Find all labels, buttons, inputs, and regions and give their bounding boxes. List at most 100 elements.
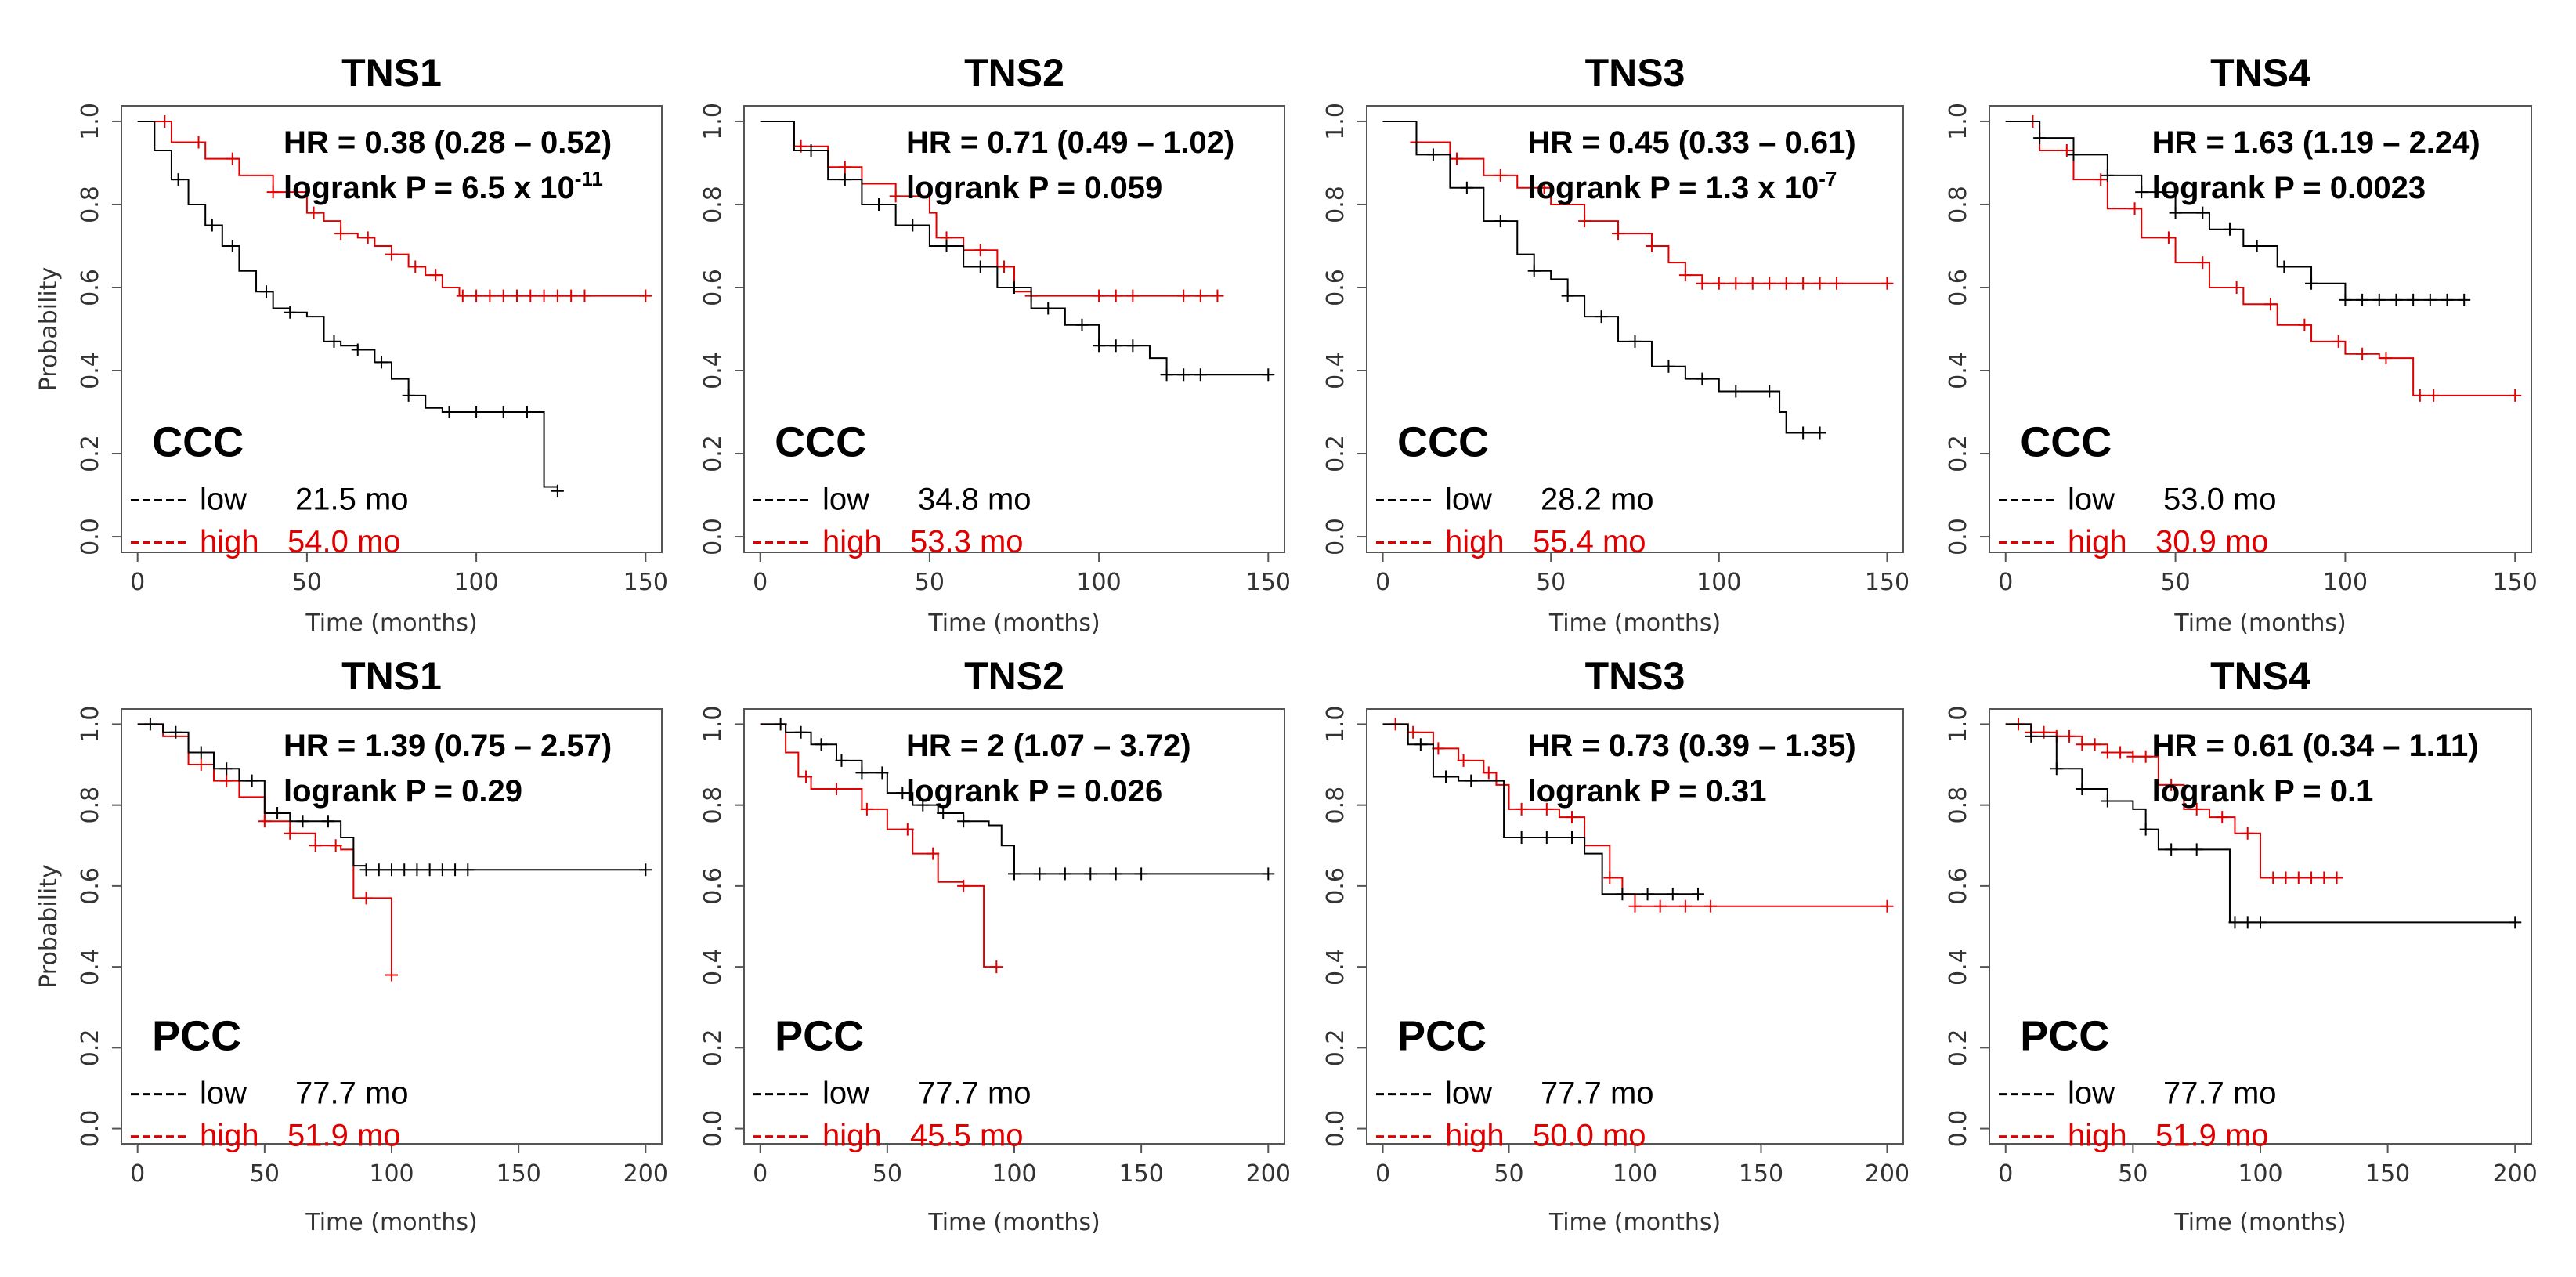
x-tick-label: 150 — [1739, 1160, 1783, 1188]
panel-title: TNS4 — [2210, 51, 2310, 95]
censor-mark-high — [359, 892, 373, 905]
censor-mark-high — [2216, 811, 2229, 824]
censor-mark-high — [2190, 802, 2203, 816]
censor-mark-high — [1653, 899, 1667, 913]
legend-label-low: low — [1445, 482, 1492, 516]
censor-mark-low — [1058, 867, 1071, 881]
censor-mark-high — [1813, 277, 1826, 290]
censor-mark-low — [423, 863, 436, 877]
y-tick-label: 0.4 — [77, 352, 104, 389]
legend-label-high: high — [1445, 1119, 1505, 1153]
y-tick-label: 0.6 — [699, 269, 727, 306]
censor-mark-high — [565, 289, 578, 302]
x-tick-label: 100 — [992, 1160, 1036, 1188]
censor-mark-high — [2060, 144, 2073, 157]
censor-mark-low — [1540, 830, 1553, 844]
hazard-ratio-text: HR = 0.73 (0.39 – 1.35) — [1528, 729, 1856, 763]
legend-median-low: 21.5 mo — [295, 482, 409, 516]
censor-mark-low — [385, 863, 398, 877]
censor-mark-low — [1763, 385, 1776, 398]
survival-curve-low — [137, 723, 646, 871]
legend-label-low: low — [1445, 1076, 1492, 1111]
censor-mark-high — [2292, 871, 2305, 884]
legend-median-high: 53.3 mo — [910, 524, 1024, 559]
censor-mark-low — [1691, 888, 1704, 901]
censor-mark-low — [2165, 843, 2178, 856]
censor-mark-high — [1515, 802, 1528, 816]
censor-mark-high — [1407, 725, 1420, 739]
censor-mark-high — [974, 244, 987, 257]
censor-mark-low — [2050, 762, 2063, 776]
censor-mark-high — [1729, 277, 1743, 290]
censor-mark-high — [889, 190, 902, 203]
censor-mark-high — [2165, 778, 2178, 791]
censor-mark-high — [1482, 766, 1495, 780]
km-panel-tns3-ccc: TNS3 0 50 100 150 0.0 0.2 0.4 0.6 0.8 1.0 Time (mon… — [1322, 51, 1909, 637]
censor-mark-high — [2128, 202, 2141, 215]
censor-mark-low — [1084, 867, 1097, 881]
cohort-label: CCC — [775, 418, 866, 465]
censor-mark-low — [1566, 830, 1579, 844]
y-tick-label: 0.2 — [699, 1029, 727, 1066]
x-tick-label: 50 — [915, 569, 945, 596]
censor-mark-high — [409, 260, 422, 273]
censor-mark-low — [497, 406, 510, 419]
censor-mark-high — [860, 802, 873, 816]
censor-mark-low — [1075, 318, 1089, 331]
y-tick-label: 0.8 — [699, 787, 727, 824]
censor-mark-high — [800, 770, 813, 783]
x-tick-label: 200 — [1246, 1160, 1291, 1188]
x-tick-label: 150 — [1119, 1160, 1164, 1188]
censor-mark-low — [774, 718, 787, 731]
hazard-ratio-text: HR = 0.61 (0.34 – 1.11) — [2152, 729, 2479, 763]
hazard-ratio-text: HR = 0.71 (0.49 – 1.02) — [906, 125, 1234, 160]
censor-mark-low — [2067, 148, 2080, 161]
censor-mark-high — [1704, 899, 1718, 913]
censor-mark-high — [226, 152, 239, 165]
y-tick-label: 0.0 — [699, 1110, 727, 1148]
censor-mark-high — [2241, 827, 2254, 840]
censor-mark-low — [2241, 916, 2254, 929]
censor-mark-low — [906, 219, 919, 232]
censor-mark-high — [2114, 746, 2127, 759]
plot-frame — [743, 105, 1285, 553]
legend-median-high: 50.0 mo — [1533, 1119, 1646, 1153]
censor-mark-low — [2025, 729, 2038, 743]
legend-median-high: 54.0 mo — [287, 524, 401, 559]
y-tick-label: 0.8 — [1322, 186, 1349, 223]
cohort-label: CCC — [1397, 418, 1489, 465]
censor-mark-low — [1465, 774, 1478, 787]
x-tick-label: 200 — [2493, 1160, 2538, 1188]
censor-mark-low — [1042, 302, 1055, 315]
plot-frame — [1989, 105, 2532, 553]
x-tick-label: 50 — [1536, 569, 1566, 596]
y-tick-label: 0.8 — [1322, 787, 1349, 824]
cohort-label: PCC — [2020, 1013, 2109, 1060]
censor-mark-low — [2076, 783, 2089, 796]
legend-median-low: 77.7 mo — [295, 1076, 409, 1111]
legend-label-high: high — [822, 1119, 882, 1153]
censor-mark-low — [169, 725, 182, 739]
censor-mark-high — [470, 289, 483, 302]
censor-mark-high — [1578, 215, 1591, 228]
censor-mark-high — [1494, 168, 1507, 182]
censor-mark-low — [2228, 916, 2242, 929]
x-tick-label: 50 — [2160, 569, 2190, 596]
x-tick-label: 200 — [1865, 1160, 1909, 1188]
x-tick-label: 0 — [1375, 1160, 1390, 1188]
censor-mark-low — [1126, 339, 1140, 353]
censor-mark-high — [1126, 289, 1140, 302]
censor-mark-high — [309, 839, 322, 852]
y-tick-label: 0.2 — [1322, 1029, 1349, 1066]
censor-mark-high — [1109, 289, 1122, 302]
logrank-p-value: logrank P = 0.0023 — [2152, 171, 2426, 205]
hazard-ratio-text: HR = 1.63 (1.19 – 2.24) — [2152, 125, 2480, 160]
legend-median-low: 28.2 mo — [1541, 482, 1654, 516]
censor-mark-high — [1763, 277, 1776, 290]
y-tick-label: 0.8 — [77, 787, 104, 824]
censor-mark-high — [220, 774, 233, 787]
censor-mark-high — [385, 248, 398, 261]
censor-mark-low — [435, 863, 449, 877]
x-axis-label: Time (months) — [927, 610, 1100, 637]
y-tick-label: 0.0 — [77, 518, 104, 555]
